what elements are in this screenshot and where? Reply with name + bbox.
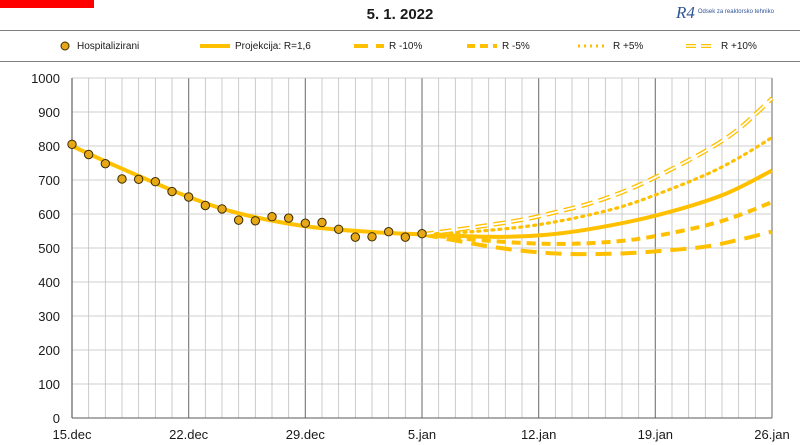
- y-tick-label: 0: [53, 411, 60, 426]
- data-markers: [67, 139, 427, 242]
- data-point-hospitalizirani: [217, 204, 227, 214]
- data-point-hospitalizirani: [67, 139, 77, 150]
- axes: [71, 78, 772, 419]
- y-tick-label: 100: [38, 377, 60, 392]
- page-title: 5. 1. 2022: [366, 6, 434, 23]
- legend-dash-icon: [467, 44, 497, 48]
- legend-marker-icon: [60, 41, 70, 51]
- data-point-hospitalizirani: [117, 174, 127, 184]
- data-point-hospitalizirani: [83, 149, 94, 160]
- legend-item-r-minus-10: R -10%: [354, 36, 422, 56]
- y-tick-label: 900: [38, 105, 60, 120]
- logo-mark-icon: R4: [676, 2, 695, 22]
- y-tick-label: 1000: [31, 71, 60, 86]
- grid-lines: [71, 77, 773, 419]
- chart-plot: 0 100 200 300 400 500 600 700 800 900 1000 15.dec 2…: [31, 71, 790, 442]
- data-point-hospitalizirani: [333, 224, 344, 235]
- institution-logo: R4 Odsek za reaktorsko tehniko: [676, 2, 774, 22]
- series-line-4: [420, 135, 774, 236]
- series-line-2: [421, 229, 773, 257]
- y-tick-label: 500: [38, 241, 60, 256]
- y-tick-label: 300: [38, 309, 60, 324]
- legend-item-r-minus-5: R -5%: [467, 36, 530, 56]
- series-line-3: [421, 200, 773, 246]
- data-point-hospitalizirani: [183, 192, 194, 202]
- data-point-hospitalizirani: [367, 232, 377, 242]
- data-point-hospitalizirani: [283, 213, 294, 223]
- legend-item-r-plus-10: R +10%: [686, 36, 757, 56]
- data-point-hospitalizirani: [383, 226, 394, 237]
- x-tick-label: 29.dec: [286, 427, 326, 442]
- x-tick-labels: 15.dec 22.dec 29.dec 5.jan 12.jan 19.jan 26.ja…: [52, 427, 789, 442]
- data-point-hospitalizirani: [417, 229, 427, 239]
- legend-item-hospitalizirani: Hospitalizirani: [58, 36, 139, 56]
- data-point-hospitalizirani: [150, 177, 161, 187]
- legend-label: R +10%: [721, 40, 757, 52]
- legend-item-r-plus-5: R +5%: [578, 36, 643, 56]
- y-tick-label: 400: [38, 275, 60, 290]
- legend-long-dash-icon: [354, 44, 384, 48]
- y-tick-labels: 0 100 200 300 400 500 600 700 800 900 1000: [31, 71, 60, 426]
- data-point-hospitalizirani: [350, 232, 361, 242]
- y-tick-label: 200: [38, 343, 60, 358]
- y-tick-label: 800: [38, 139, 60, 154]
- x-tick-label: 19.jan: [638, 427, 673, 442]
- legend-label: R -5%: [502, 40, 530, 52]
- x-tick-label: 12.jan: [521, 427, 556, 442]
- legend-label: R -10%: [389, 40, 423, 52]
- data-point-hospitalizirani: [100, 158, 111, 169]
- data-point-hospitalizirani: [233, 215, 244, 225]
- series-line-5: [421, 97, 773, 236]
- x-tick-label: 26.jan: [754, 427, 789, 442]
- data-point-hospitalizirani: [267, 212, 277, 222]
- y-tick-label: 700: [38, 173, 60, 188]
- legend-label: Hospitalizirani: [77, 40, 140, 52]
- red-corner-tab: [0, 0, 94, 8]
- data-point-hospitalizirani: [133, 174, 144, 185]
- header-divider: [0, 30, 800, 31]
- x-tick-label: 5.jan: [408, 427, 436, 442]
- legend-item-projekcija: Projekcija: R=1,6: [200, 36, 311, 56]
- legend-solid-line-icon: [200, 44, 230, 48]
- logo-text: Odsek za reaktorsko tehniko: [697, 9, 774, 15]
- data-point-hospitalizirani: [250, 216, 261, 226]
- legend-dotted-icon: [578, 44, 608, 48]
- legend-divider: [0, 61, 800, 62]
- x-tick-label: 15.dec: [52, 427, 92, 442]
- data-point-hospitalizirani: [317, 217, 327, 228]
- y-tick-label: 600: [38, 207, 60, 222]
- series-lines: [71, 96, 774, 257]
- data-point-hospitalizirani: [167, 186, 177, 197]
- legend-label: Projekcija: R=1,6: [235, 40, 311, 52]
- legend-double-dash-icon: [686, 44, 716, 48]
- data-point-hospitalizirani: [400, 232, 411, 242]
- legend-label: R +5%: [613, 40, 644, 52]
- data-point-hospitalizirani: [200, 200, 211, 211]
- series-line-1: [71, 144, 773, 239]
- data-point-hospitalizirani: [300, 218, 311, 228]
- x-tick-label: 22.dec: [169, 427, 209, 442]
- chart-legend: Hospitalizirani Projekcija: R=1,6 R -10%…: [0, 36, 800, 56]
